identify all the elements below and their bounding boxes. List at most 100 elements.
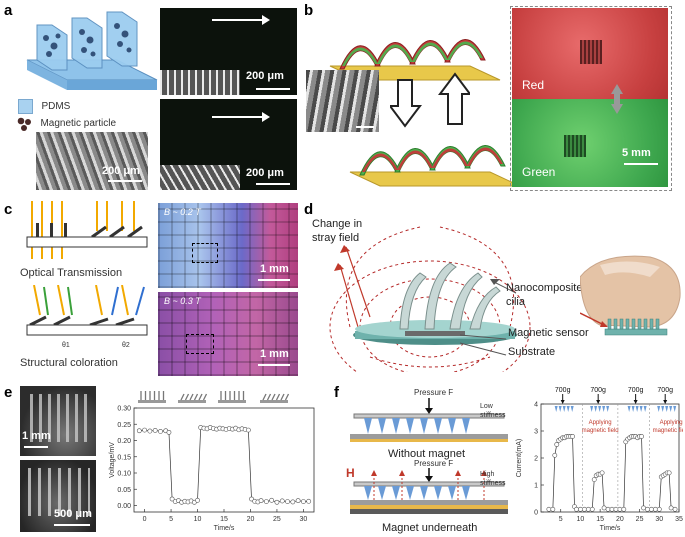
optical-transmission-schematic — [26, 201, 148, 259]
x-axis-label: Time/s — [600, 525, 621, 532]
fluorescence-image-bottom: 200 μm — [160, 99, 297, 190]
data-point — [142, 427, 147, 433]
arrow-right-icon — [212, 112, 270, 122]
red-photo: Red — [512, 8, 668, 99]
magnetic-field-annotation: Applying — [660, 420, 683, 426]
reversible-arrows-icon — [390, 72, 470, 128]
load-arrowhead — [633, 400, 638, 404]
pillar-icon — [280, 393, 285, 401]
pillar-texture — [30, 394, 90, 442]
inset-sem-bottom — [160, 165, 240, 190]
y-tick-label: 0 — [534, 510, 538, 517]
tilted-pillar-sem-image: 200 μm — [36, 132, 148, 190]
y-tick-label: 1 — [534, 483, 538, 490]
sensor-label: Magnetic sensor — [508, 327, 589, 339]
data-point — [274, 499, 280, 505]
data-point — [656, 506, 662, 512]
magnetic-field-annotation: magnetic field — [653, 428, 683, 434]
pillar-icon — [202, 393, 208, 401]
legend-particle: Magnetic particle — [16, 115, 116, 133]
load-arrowhead — [560, 400, 565, 404]
x-axis-label: Time/s — [214, 525, 235, 532]
substrate-label: Substrate — [508, 346, 556, 358]
y-tick-label: 0.05 — [117, 487, 131, 494]
optical-transmission-label: Optical Transmission — [20, 267, 123, 279]
pillar-icon — [266, 393, 272, 401]
pillar-base-icon — [218, 400, 246, 403]
series-line — [548, 436, 676, 510]
x-tick-label: 5 — [559, 516, 563, 523]
x-tick-label: 25 — [636, 516, 644, 523]
c-top-scale-bar — [258, 279, 290, 281]
data-point — [591, 477, 597, 482]
c-top-scale-label: 1 mm — [260, 263, 289, 275]
data-point — [269, 497, 275, 503]
x-tick-label: 30 — [300, 516, 308, 523]
field-label-bottom: B ~ 0.3 T — [164, 296, 201, 306]
pressure-label-bottom: Pressure F — [414, 459, 454, 468]
red-label: Red — [522, 78, 545, 92]
x-tick-label: 10 — [194, 516, 202, 523]
data-point — [290, 499, 296, 505]
panel-b: b — [300, 0, 685, 195]
data-point — [158, 429, 163, 434]
theta1-label: θ1 — [62, 342, 70, 349]
photo-scale-label: 5 mm — [622, 147, 651, 159]
panel-f-label: f — [334, 384, 339, 401]
top-scale-bar — [256, 88, 290, 90]
inset-sem-top — [160, 70, 240, 95]
y-tick-label: 4 — [534, 402, 538, 409]
pillar-icon — [262, 393, 267, 401]
bottom-scale-label: 200 μm — [246, 167, 284, 179]
green-photo: Green 5 mm — [512, 99, 668, 187]
y-axis-label: Voltage/mV — [109, 442, 116, 478]
panel-c: c Optical Transmission θ1 θ2 Structural … — [0, 197, 300, 377]
green-label: Green — [522, 165, 556, 179]
arrow-right-icon — [212, 15, 270, 25]
data-point — [147, 428, 153, 434]
without-magnet-label: Without magnet — [388, 448, 466, 460]
pillar-base-icon — [260, 400, 288, 403]
cilia-label: Nanocomposite cilia — [506, 282, 583, 308]
data-point — [550, 506, 556, 512]
e-top-scale-bar — [24, 446, 48, 448]
arch-sem-inset — [306, 70, 379, 132]
e-bottom-scale-bar — [54, 524, 90, 526]
cilia-mini-icon — [602, 406, 606, 412]
pixel-grid-overlay — [158, 203, 298, 288]
selection-box — [186, 334, 214, 354]
current-chart: 5 10 15 20 25 30 35 0 1 2 3 4 Time/s Current(mA) 700g 7… — [516, 387, 683, 532]
data-point — [645, 506, 650, 512]
load-label: 700g — [590, 387, 606, 394]
pillar-sem-bottom: 500 μm — [20, 460, 96, 532]
pillar-icon — [198, 393, 203, 401]
stiffness-schematic — [350, 398, 508, 514]
pillar-icon — [189, 393, 194, 401]
pillar-base-icon — [138, 400, 166, 403]
voltage-chart: 0 5 10 15 20 25 30 0.00 0.05 0.10 0.15 0.20 0.25 0.30… — [109, 391, 315, 532]
cilia-mini-icon — [570, 406, 574, 412]
panel-b-label: b — [304, 2, 314, 19]
magnet-underneath-label: Magnet underneath — [382, 522, 478, 534]
data-point — [295, 498, 301, 504]
photo-scale-bar — [624, 163, 658, 165]
structural-coloration-label: Structural coloration — [20, 357, 118, 369]
x-tick-label: 15 — [220, 516, 228, 523]
bottom-scale-bar — [256, 183, 290, 185]
selection-box — [192, 243, 218, 263]
plot-frame — [133, 407, 315, 513]
field-label-top: B ~ 0.2 T — [164, 207, 201, 217]
e-top-scale-label: 1 mm — [22, 430, 51, 442]
arch-sem-scale-bar — [356, 126, 374, 128]
pillar-icon — [271, 393, 276, 401]
h-field-label: H — [346, 466, 355, 480]
cilia-mini-icon — [566, 406, 570, 412]
data-point — [589, 506, 595, 512]
fingertip-illustration — [580, 255, 681, 336]
y-tick-label: 0.30 — [117, 406, 131, 413]
data-point — [152, 428, 158, 433]
x-tick-label: 35 — [675, 516, 683, 523]
panel-c-label: c — [4, 201, 13, 218]
low-stiffness-label: Low stiffness — [480, 403, 506, 419]
data-point — [601, 505, 607, 511]
